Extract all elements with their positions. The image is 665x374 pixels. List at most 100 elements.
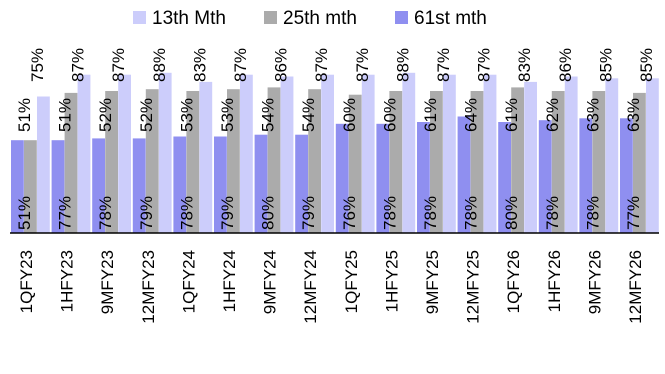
bar-25th-mth-9mfy26 bbox=[592, 91, 606, 233]
bar-label-61st-mth-1qfy25: 60% bbox=[340, 98, 359, 132]
bar-61st-mth-1qfy24 bbox=[173, 136, 187, 233]
bar-label-13th-mth-9mfy23: 87% bbox=[109, 48, 128, 82]
bar-25th-mth-1qfy26 bbox=[511, 87, 524, 234]
bar-13th-mth-9mfy26 bbox=[605, 78, 619, 233]
bar-label-25th-mth-1qfy24: 78% bbox=[177, 196, 196, 230]
bar-13th-mth-12mfy23 bbox=[158, 72, 172, 233]
category-label-1qfy24: 1QFY24 bbox=[179, 250, 198, 313]
bar-13th-mth-12mfy24 bbox=[321, 74, 334, 233]
bar-label-61st-mth-9mfy23: 52% bbox=[96, 98, 115, 132]
bar-13th-mth-1hfy26 bbox=[564, 76, 578, 233]
bar-25th-mth-9mfy25 bbox=[430, 91, 443, 233]
bar-61st-mth-9mfy24 bbox=[254, 134, 268, 233]
bar-25th-mth-1hfy26 bbox=[551, 91, 565, 233]
bar-label-61st-mth-1hfy24: 53% bbox=[218, 98, 237, 132]
bar-61st-mth-12mfy25 bbox=[457, 116, 471, 233]
bar-label-25th-mth-9mfy24: 80% bbox=[259, 196, 278, 230]
legend-label-61st-mth: 61st mth bbox=[414, 8, 487, 29]
bar-61st-mth-12mfy23 bbox=[132, 138, 146, 233]
bar-61st-mth-1hfy25 bbox=[376, 123, 390, 233]
category-label-12mfy25: 12MFY25 bbox=[464, 250, 483, 324]
bar-13th-mth-1hfy24 bbox=[240, 74, 253, 233]
bar-25th-mth-1hfy23 bbox=[64, 92, 78, 234]
bar-25th-mth-1qfy24 bbox=[186, 91, 200, 233]
bar-13th-mth-9mfy25 bbox=[443, 74, 456, 233]
legend-item-25th-mth: 25th mth bbox=[264, 8, 357, 29]
bar-label-61st-mth-1qfy26: 61% bbox=[502, 98, 521, 132]
chart-legend: 13th Mth 25th mth 61st mth bbox=[133, 8, 487, 29]
legend-label-25th-mth: 25th mth bbox=[283, 8, 357, 29]
bar-label-13th-mth-1hfy25: 88% bbox=[393, 48, 412, 82]
bar-label-61st-mth-9mfy24: 54% bbox=[259, 98, 278, 132]
category-label-1hfy25: 1HFY25 bbox=[382, 250, 401, 312]
bar-label-25th-mth-12mfy25: 78% bbox=[462, 196, 481, 230]
bar-label-13th-mth-1hfy24: 87% bbox=[231, 48, 250, 82]
bar-label-61st-mth-12mfy23: 52% bbox=[137, 98, 156, 132]
bar-61st-mth-9mfy25 bbox=[417, 122, 430, 233]
bar-61st-mth-12mfy24 bbox=[295, 134, 308, 233]
bar-61st-mth-9mfy26 bbox=[579, 118, 593, 233]
bar-13th-mth-1hfy23 bbox=[77, 74, 91, 233]
bar-label-61st-mth-1qfy24: 53% bbox=[177, 98, 196, 132]
bar-label-61st-mth-1hfy23: 51% bbox=[56, 98, 75, 132]
bar-label-13th-mth-1hfy23: 87% bbox=[69, 48, 88, 82]
bar-13th-mth-1qfy25 bbox=[361, 74, 375, 233]
legend-item-61st-mth: 61st mth bbox=[395, 8, 487, 29]
bar-label-61st-mth-1qfy23: 51% bbox=[15, 98, 34, 132]
bar-label-25th-mth-9mfy23: 78% bbox=[96, 196, 115, 230]
category-label-12mfy23: 12MFY23 bbox=[139, 250, 158, 324]
category-label-1hfy23: 1HFY23 bbox=[58, 250, 77, 312]
bar-25th-mth-12mfy24 bbox=[308, 89, 321, 233]
bar-61st-mth-9mfy23 bbox=[92, 138, 105, 233]
bar-label-13th-mth-12mfy23: 88% bbox=[150, 48, 169, 82]
bar-13th-mth-1qfy23 bbox=[37, 96, 50, 233]
bar-61st-mth-1hfy26 bbox=[538, 120, 552, 233]
bar-label-13th-mth-12mfy26: 85% bbox=[637, 48, 656, 82]
bar-13th-mth-12mfy25 bbox=[483, 74, 497, 233]
category-label-1qfy23: 1QFY23 bbox=[17, 250, 36, 313]
data-labels: 51% 51% 75% 77% 51% 87% 78% 52% 87% 79% 52% 88% 78% 5… bbox=[15, 48, 656, 230]
bar-label-13th-mth-1qfy25: 87% bbox=[353, 48, 372, 82]
bar-25th-mth-9mfy23 bbox=[105, 91, 118, 233]
bar-label-61st-mth-1hfy26: 62% bbox=[543, 98, 562, 132]
category-label-1hfy24: 1HFY24 bbox=[220, 250, 239, 312]
category-label-9mfy23: 9MFY23 bbox=[98, 250, 117, 314]
bar-label-13th-mth-1qfy24: 83% bbox=[190, 48, 209, 82]
bar-label-61st-mth-12mfy24: 54% bbox=[299, 98, 318, 132]
bar-label-13th-mth-9mfy26: 85% bbox=[596, 48, 615, 82]
bar-13th-mth-9mfy23 bbox=[118, 74, 131, 233]
legend-swatch-13th-mth bbox=[133, 11, 146, 24]
bar-label-25th-mth-1hfy26: 78% bbox=[543, 196, 562, 230]
bar-label-61st-mth-1hfy25: 60% bbox=[380, 98, 399, 132]
legend-label-13th-mth: 13th Mth bbox=[152, 8, 226, 29]
bar-25th-mth-1qfy23 bbox=[24, 140, 37, 233]
bar-13th-mth-1qfy24 bbox=[199, 81, 213, 234]
bar-label-13th-mth-1hfy26: 86% bbox=[556, 48, 575, 82]
bar-13th-mth-1hfy25 bbox=[402, 72, 416, 233]
bar-label-13th-mth-9mfy25: 87% bbox=[434, 48, 453, 82]
bar-label-25th-mth-1hfy25: 78% bbox=[380, 196, 399, 230]
category-label-12mfy24: 12MFY24 bbox=[301, 250, 320, 324]
bar-label-61st-mth-9mfy25: 61% bbox=[421, 98, 440, 132]
bar-label-25th-mth-12mfy23: 79% bbox=[137, 196, 156, 230]
bar-label-25th-mth-1hfy24: 79% bbox=[218, 196, 237, 230]
bar-label-25th-mth-12mfy26: 77% bbox=[624, 196, 643, 230]
bar-label-25th-mth-1qfy23: 51% bbox=[15, 196, 34, 230]
legend-swatch-61st-mth bbox=[395, 11, 408, 24]
bar-25th-mth-12mfy23 bbox=[145, 89, 159, 233]
bar-25th-mth-12mfy25 bbox=[470, 91, 484, 233]
bar-13th-mth-1qfy26 bbox=[524, 81, 537, 234]
bar-13th-mth-9mfy24 bbox=[280, 76, 294, 233]
bar-label-13th-mth-1qfy26: 83% bbox=[515, 48, 534, 82]
category-label-12mfy26: 12MFY26 bbox=[626, 250, 645, 324]
bar-25th-mth-1qfy25 bbox=[348, 94, 362, 233]
bar-13th-mth-12mfy26 bbox=[646, 78, 659, 233]
category-label-1qfy25: 1QFY25 bbox=[342, 250, 361, 313]
bar-label-13th-mth-12mfy25: 87% bbox=[475, 48, 494, 82]
bar-label-25th-mth-12mfy24: 79% bbox=[299, 196, 318, 230]
bar-label-61st-mth-12mfy25: 64% bbox=[462, 98, 481, 132]
bar-label-25th-mth-9mfy25: 78% bbox=[421, 196, 440, 230]
bar-61st-mth-1qfy26 bbox=[498, 122, 511, 233]
legend-swatch-25th-mth bbox=[264, 11, 277, 24]
